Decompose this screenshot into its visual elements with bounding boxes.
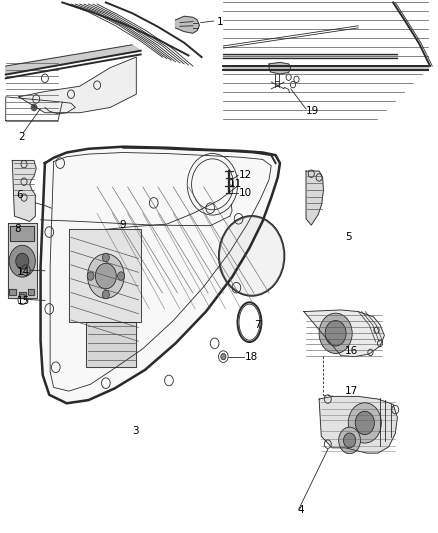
Circle shape <box>355 411 374 434</box>
Polygon shape <box>223 66 428 70</box>
Text: 11: 11 <box>229 179 242 189</box>
Text: 18: 18 <box>245 352 258 361</box>
Circle shape <box>117 272 124 280</box>
Circle shape <box>95 263 116 289</box>
Text: 4: 4 <box>297 505 304 515</box>
Circle shape <box>348 403 381 443</box>
Text: 10: 10 <box>239 188 252 198</box>
Circle shape <box>319 313 352 353</box>
Polygon shape <box>28 289 35 295</box>
Circle shape <box>87 272 94 280</box>
Polygon shape <box>19 292 26 298</box>
Text: 8: 8 <box>14 224 21 235</box>
Circle shape <box>102 290 110 299</box>
Polygon shape <box>223 54 397 58</box>
Text: 6: 6 <box>17 190 23 200</box>
Text: 15: 15 <box>17 296 30 306</box>
Text: 9: 9 <box>119 220 126 230</box>
Polygon shape <box>69 229 141 322</box>
Polygon shape <box>176 16 199 33</box>
Text: 1: 1 <box>217 17 223 27</box>
Polygon shape <box>9 289 16 295</box>
Circle shape <box>221 353 226 360</box>
Polygon shape <box>19 57 136 113</box>
Polygon shape <box>86 322 136 367</box>
Circle shape <box>325 320 346 346</box>
Circle shape <box>343 433 356 448</box>
Circle shape <box>9 245 35 277</box>
Polygon shape <box>41 147 280 403</box>
Text: 16: 16 <box>345 346 358 357</box>
Circle shape <box>219 216 284 296</box>
Text: 17: 17 <box>345 386 358 396</box>
Text: 5: 5 <box>345 232 352 243</box>
Polygon shape <box>10 226 35 241</box>
Polygon shape <box>8 223 37 298</box>
Circle shape <box>88 254 124 298</box>
Polygon shape <box>319 397 397 453</box>
Circle shape <box>16 253 29 269</box>
Polygon shape <box>304 310 385 357</box>
Polygon shape <box>269 62 291 74</box>
Polygon shape <box>12 160 36 221</box>
Polygon shape <box>6 45 141 75</box>
Text: 3: 3 <box>132 426 138 436</box>
Text: 14: 14 <box>17 267 30 277</box>
Text: 12: 12 <box>239 171 252 180</box>
Polygon shape <box>306 171 323 225</box>
Circle shape <box>32 104 37 111</box>
Text: 19: 19 <box>306 106 319 116</box>
Circle shape <box>102 253 110 262</box>
Text: 7: 7 <box>254 320 261 330</box>
Circle shape <box>339 427 360 454</box>
Text: 2: 2 <box>18 132 25 142</box>
